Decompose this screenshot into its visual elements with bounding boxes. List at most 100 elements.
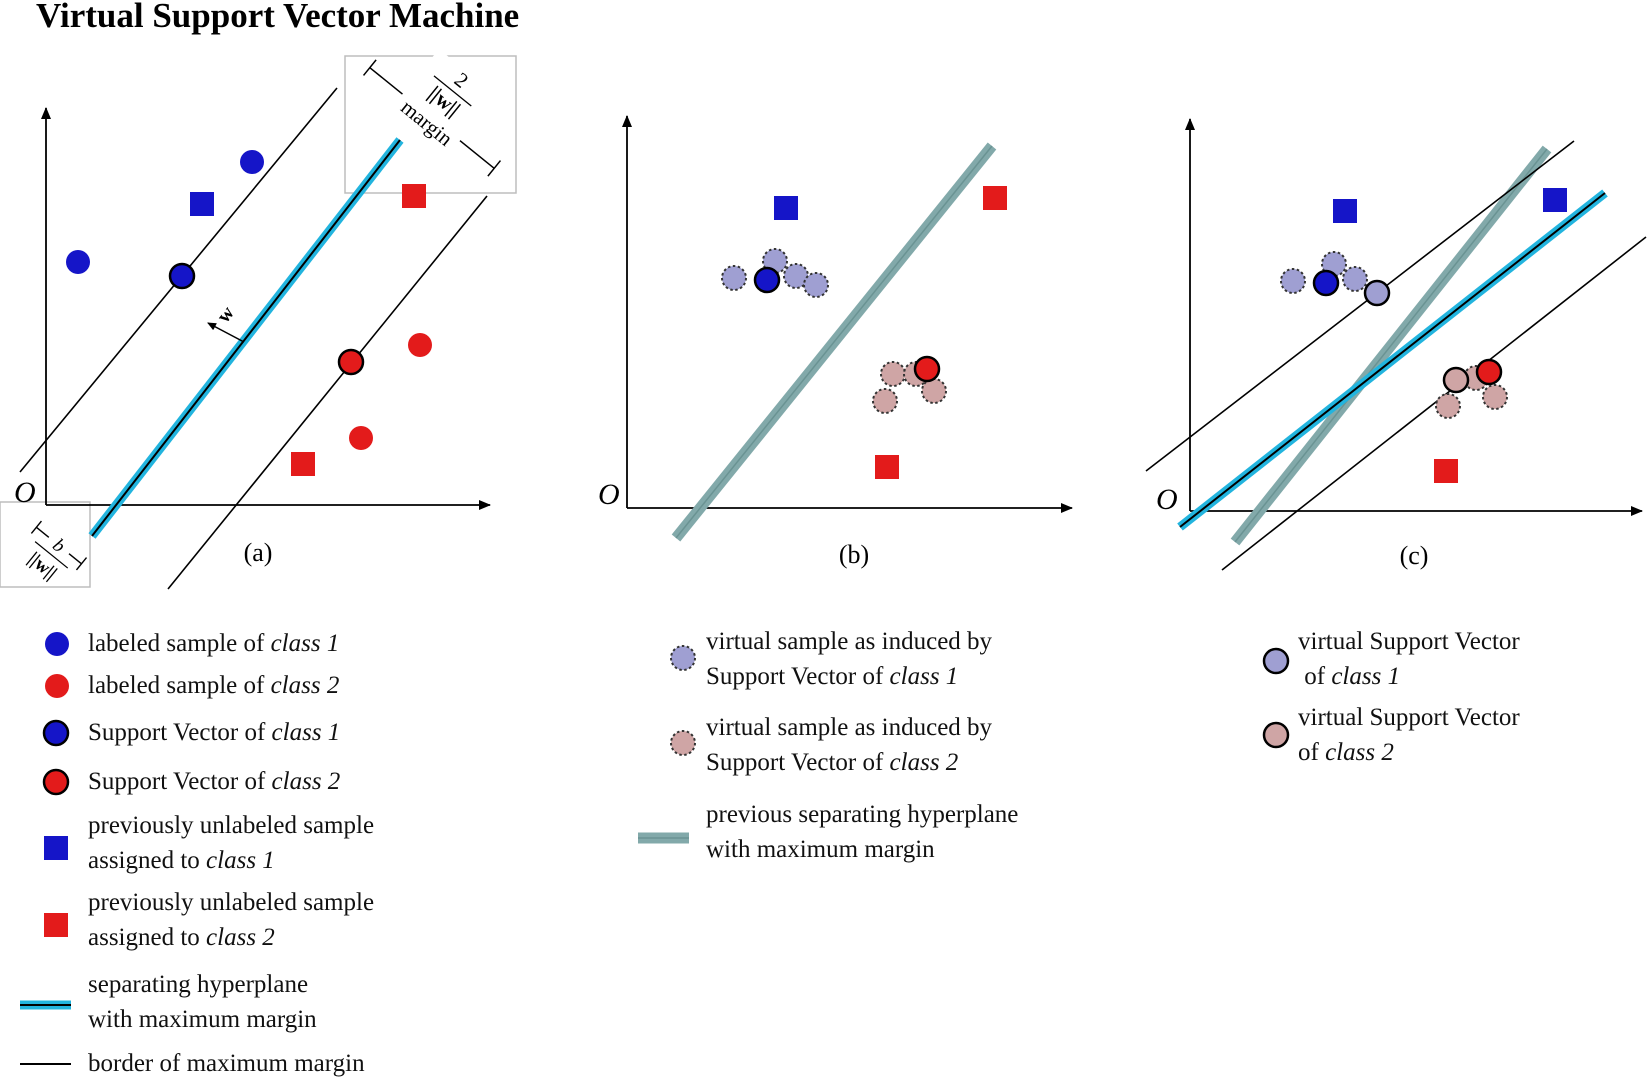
panel-a-class1-sample xyxy=(66,250,90,274)
legend-virtual-sv-class2-text: of xyxy=(1298,739,1326,766)
panel-a: O w 2 ||w|| margin b ||w|| xyxy=(0,49,517,590)
legend-virtual-sv-class2-line1: virtual Support Vector xyxy=(1298,704,1520,731)
legend-virtual-class1-line2: Support Vector of class 1 xyxy=(706,659,992,694)
legend-unlabeled-class1-class: class 1 xyxy=(206,847,275,874)
legend-virtual-class1: virtual sample as induced by Support Vec… xyxy=(706,624,992,694)
panel-a-class2-unlabeled xyxy=(402,184,426,208)
panel-b-class1-virtual-sample xyxy=(803,272,829,298)
legend-unlabeled-class2-marker xyxy=(44,913,68,937)
legend-hyperplane-line2: with maximum margin xyxy=(88,1006,317,1033)
legend-unlabeled-class1-line1: previously unlabeled sample xyxy=(88,812,375,839)
panel-a-class2-sample xyxy=(349,426,373,450)
panel-a-hyperplane-core xyxy=(91,139,401,537)
legend-virtual-sv-class2-class: class 2 xyxy=(1325,739,1394,766)
panel-c-class2-support-vector xyxy=(1475,358,1503,386)
legend-virtual-class2-class: class 2 xyxy=(889,749,959,776)
legend-unlabeled-class2-class: class 2 xyxy=(206,924,275,951)
legend-unlabeled-class1-line2: assigned to class 1 xyxy=(88,843,374,878)
panel-c-class2-virtual-sample xyxy=(1482,384,1508,410)
panel-b-class2-support-vector xyxy=(913,355,941,383)
legend-labeled-class1-marker xyxy=(45,632,69,656)
legend-virtual-class2-text: Support Vector of xyxy=(706,749,890,776)
legend-labeled-class1: labeled sample of class 1 xyxy=(88,626,339,661)
legend-virtual-class2-line1: virtual sample as induced by xyxy=(706,714,993,741)
panel-c: O (c) xyxy=(1145,118,1647,571)
legend-unlabeled-class1-text: assigned to xyxy=(88,847,207,874)
panel-a-class1-support-vector xyxy=(168,262,196,290)
panel-b-class1-virtual-sample xyxy=(721,265,747,291)
panel-b-class1-support-vector xyxy=(753,266,781,294)
panel-b-class2-virtual-sample xyxy=(921,378,947,404)
legend-virtual-sv-class1-class: class 1 xyxy=(1331,663,1401,690)
panel-c-previous-hyperplane-core xyxy=(1234,148,1548,543)
panel-c-class1-virtual-support-vector xyxy=(1363,279,1391,307)
panel-a-normal-vector-label: w xyxy=(213,302,240,327)
legend-labeled-class1-text: labeled sample of xyxy=(88,630,271,657)
legend-virtual-sv-class2-marker xyxy=(1262,721,1290,749)
legend-labeled-class2-text: labeled sample of xyxy=(88,672,271,699)
panel-b-class1-unlabeled xyxy=(774,196,798,220)
legend-labeled-class2-marker xyxy=(45,674,69,698)
panel-a-label: (a) xyxy=(244,538,273,567)
legend-virtual-sv-class1-text: of xyxy=(1298,663,1332,690)
legend-virtual-class2: virtual sample as induced by Support Vec… xyxy=(706,710,992,780)
panel-b-origin-label: O xyxy=(598,478,620,511)
legend-previous-hyperplane-line2: with maximum margin xyxy=(706,836,935,863)
legend-virtual-sv-class2-line2: of class 2 xyxy=(1298,735,1520,770)
legend-virtual-class1-line1: virtual sample as induced by xyxy=(706,628,993,655)
legend-previous-hyperplane: previous separating hyperplane with maxi… xyxy=(706,797,1018,867)
legend-sv-class1-text: Support Vector of xyxy=(88,719,272,746)
panel-c-label: (c) xyxy=(1400,541,1429,570)
panel-c-class1-unlabeled xyxy=(1333,199,1357,223)
figure-title: Virtual Support Vector Machine xyxy=(36,0,520,35)
panel-b-class2-virtual-sample xyxy=(880,361,906,387)
legend-border: border of maximum margin xyxy=(88,1046,365,1081)
panel-b-class2-unlabeled xyxy=(875,455,899,479)
legend-virtual-class1-marker xyxy=(670,645,696,671)
panel-c-origin-label: O xyxy=(1156,483,1178,516)
legend-unlabeled-class2-line2: assigned to class 2 xyxy=(88,920,374,955)
legend-virtual-sv-class1: virtual Support Vector of class 1 xyxy=(1298,624,1520,694)
panel-c-class1-virtual-sample xyxy=(1342,266,1368,292)
panel-a-class1-unlabeled xyxy=(190,192,214,216)
panel-b-previous-hyperplane-core xyxy=(675,145,993,539)
panel-c-class1-unlabeled xyxy=(1543,188,1567,212)
legend-virtual-sv-class1-line2: of class 1 xyxy=(1298,659,1520,694)
legend-unlabeled-class2: previously unlabeled sample assigned to … xyxy=(88,885,374,955)
legend-sv-class2-class: class 2 xyxy=(271,768,341,795)
panel-b-class1-virtual-sample xyxy=(783,263,809,289)
legend-hyperplane: separating hyperplane with maximum margi… xyxy=(88,967,317,1037)
legend-labeled-class2: labeled sample of class 2 xyxy=(88,668,339,703)
legend-hyperplane-line1: separating hyperplane xyxy=(88,971,309,998)
panel-a-class2-support-vector xyxy=(337,348,365,376)
legend-virtual-class1-class: class 1 xyxy=(889,663,959,690)
legend-markers xyxy=(20,632,1290,1065)
legend-virtual-class2-marker xyxy=(670,730,696,756)
panel-c-margin-border-lower xyxy=(1221,236,1647,571)
panel-a-normal-vector xyxy=(207,322,245,343)
panel-c-class1-support-vector xyxy=(1312,269,1340,297)
panel-c-class2-unlabeled xyxy=(1434,459,1458,483)
legend-sv-class1-marker xyxy=(42,719,70,747)
legend-sv-class2-text: Support Vector of xyxy=(88,768,272,795)
legend-virtual-class2-line2: Support Vector of class 2 xyxy=(706,745,992,780)
panel-c-class2-virtual-support-vector xyxy=(1442,366,1470,394)
panel-b: O (b) xyxy=(598,115,1073,569)
legend-unlabeled-class2-line1: previously unlabeled sample xyxy=(88,889,375,916)
legend-labeled-class1-class: class 1 xyxy=(270,630,340,657)
legend-unlabeled-class1-marker xyxy=(44,836,68,860)
legend-previous-hyperplane-line1: previous separating hyperplane xyxy=(706,801,1019,828)
panel-a-class1-sample xyxy=(240,150,264,174)
panel-c-class2-virtual-sample xyxy=(1435,393,1461,419)
legend-labeled-class2-class: class 2 xyxy=(270,672,340,699)
panel-c-hyperplane-core xyxy=(1179,192,1606,528)
legend-virtual-sv-class1-line1: virtual Support Vector xyxy=(1298,628,1520,655)
panel-b-class2-unlabeled xyxy=(983,186,1007,210)
panel-c-class1-virtual-sample xyxy=(1280,268,1306,294)
panel-b-class2-virtual-sample xyxy=(872,388,898,414)
legend-sv-class2-marker xyxy=(42,768,70,796)
legend-virtual-class1-text: Support Vector of xyxy=(706,663,890,690)
panel-a-class2-sample xyxy=(408,333,432,357)
legend-virtual-sv-class1-marker xyxy=(1262,647,1290,675)
panel-b-label: (b) xyxy=(839,540,869,569)
